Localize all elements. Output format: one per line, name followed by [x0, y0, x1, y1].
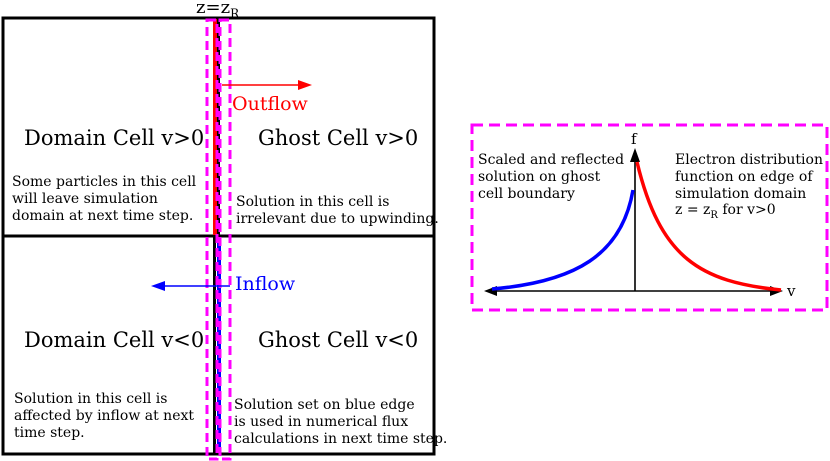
domain-cell-neg-text: Solution in this cell is affected by inf…: [14, 391, 195, 441]
outflow-label: Outflow: [232, 93, 308, 115]
domain-cell-pos-text: Some particles in this cell will leave s…: [12, 174, 197, 224]
plot-frame: [470, 123, 829, 312]
boundary-label-sub: R: [230, 6, 240, 21]
ghost-cell-pos-title: Ghost Cell v>0: [258, 126, 419, 150]
distribution-eq: z = z: [675, 202, 711, 219]
f-axis-head: [630, 148, 640, 162]
outflow-arrow-head: [298, 80, 312, 90]
ghost-cell-pos-text: Solution in this cell is irrelevant due …: [236, 194, 439, 227]
reflected-solution-text: Scaled and reflected solution on ghost c…: [478, 152, 625, 202]
inflow-arrow-head: [151, 281, 165, 291]
domain-cell-neg-title: Domain Cell v<0: [24, 328, 205, 352]
inflow-edge: [217, 237, 221, 453]
distribution-function-curve: [635, 161, 782, 292]
ghost-cell-neg-text: Solution set on blue edge is used in num…: [234, 397, 448, 447]
inflow-label: Inflow: [235, 273, 296, 295]
f-axis-label: f: [631, 130, 637, 148]
domain-cell-pos-title: Domain Cell v>0: [24, 126, 205, 150]
reflected-solution-curve: [491, 189, 635, 291]
boundary-label-main: z=z: [196, 0, 231, 18]
boundary-highlight-inner: [205, 18, 219, 461]
boundary-highlight-outer: [218, 18, 232, 461]
distribution-function-main: Electron distribution function on edge o…: [675, 152, 823, 202]
v-axis-label: v: [787, 282, 796, 300]
boundary-label: z=zR: [196, 0, 239, 21]
distribution-function-text: Electron distribution function on edge o…: [675, 152, 823, 222]
distribution-eq-sub: R: [710, 210, 718, 222]
distribution-eq-tail: for v>0: [717, 202, 776, 219]
ghost-cell-neg-title: Ghost Cell v<0: [258, 328, 419, 352]
lower-divider: [213, 237, 216, 453]
